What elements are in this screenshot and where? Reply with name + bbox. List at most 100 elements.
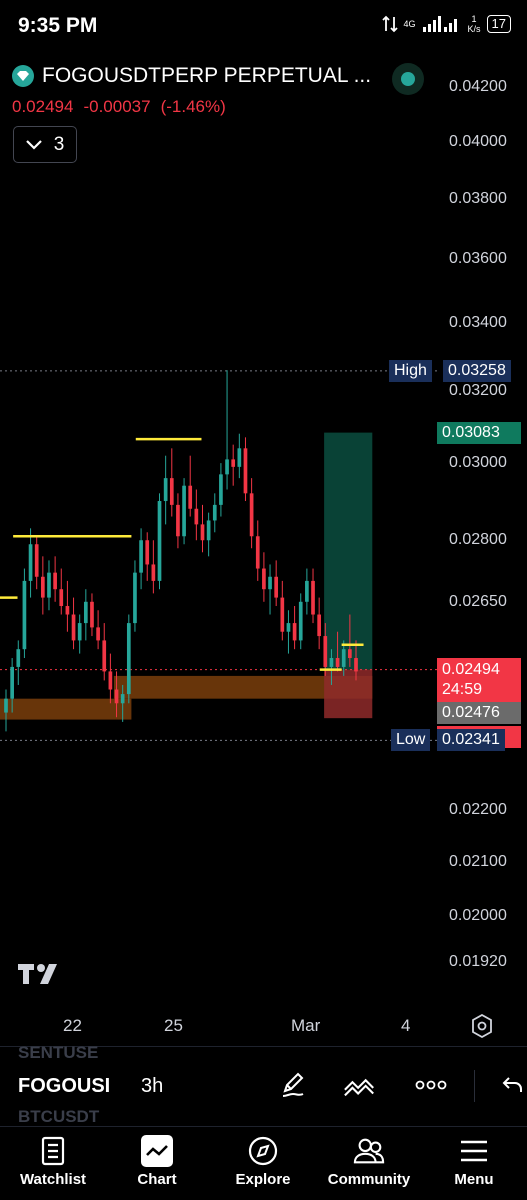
candle-body — [305, 580, 309, 602]
high-label-tag: High — [389, 359, 432, 382]
candle-body — [188, 485, 193, 509]
undo-button[interactable] — [496, 1068, 527, 1102]
price-tick: 0.02100 — [449, 852, 507, 870]
time-tick-22: 22 — [63, 1016, 82, 1035]
candle-body — [354, 658, 358, 672]
candle-body — [225, 459, 229, 475]
candle-body — [28, 544, 33, 581]
price-tick: 0.04200 — [449, 78, 507, 95]
entry-price-tag: 0.02476 — [437, 701, 521, 724]
nav-label-community: Community — [327, 1171, 411, 1188]
candle-body — [194, 508, 199, 525]
network-speed: 1 K/s — [467, 14, 481, 34]
candle-body — [157, 501, 162, 581]
candle-body — [163, 478, 168, 502]
zone-2 — [324, 432, 373, 670]
status-icons: 4G 1 K/s 17 — [381, 14, 511, 34]
candle-body — [292, 623, 297, 641]
interval-selector[interactable]: 3h — [141, 1075, 164, 1097]
candle-body — [311, 580, 315, 615]
zone-1 — [113, 675, 373, 699]
tradingview-logo-icon — [18, 964, 57, 984]
candle-body — [16, 649, 21, 667]
signal-icon — [422, 16, 457, 32]
nav-community[interactable]: Community — [319, 1135, 419, 1188]
time-tick-4: 4 — [401, 1016, 411, 1035]
nav-chart[interactable]: Chart — [107, 1135, 207, 1188]
indicators-button[interactable] — [343, 1068, 377, 1102]
candle-body — [145, 540, 150, 565]
candle-body — [348, 649, 352, 659]
community-icon — [353, 1135, 385, 1167]
nav-explore[interactable]: Explore — [213, 1135, 313, 1188]
bottom-nav: Watchlist Chart Explore Community Menu — [0, 1126, 527, 1200]
price-tick: 0.02800 — [449, 531, 507, 549]
network-type: 4G — [403, 19, 416, 29]
indicators-collapse-button[interactable]: 3 — [13, 126, 77, 163]
current-price-value: 0.02494 — [442, 660, 500, 678]
price-tick: 0.04000 — [449, 132, 507, 150]
target-price-tag: 0.03083 — [437, 421, 521, 444]
price-tick: 0.03800 — [449, 189, 507, 207]
more-options-button[interactable] — [414, 1068, 448, 1102]
indicators-icon — [344, 1078, 374, 1097]
price-tick: 0.02650 — [449, 592, 507, 610]
candle-body — [280, 597, 285, 632]
candle-body — [120, 694, 125, 704]
low-label-tag: Low — [391, 729, 431, 752]
market-status-icon[interactable] — [392, 63, 424, 95]
chart-settings-icon[interactable] — [470, 1014, 494, 1038]
symbol-header[interactable]: FOGOUSDTPERP PERPETUAL ... — [12, 64, 371, 88]
nav-watchlist[interactable]: Watchlist — [3, 1135, 103, 1188]
price-tick: 0.03400 — [449, 314, 507, 332]
prev-symbol-ghost: SENTUSE — [18, 1043, 99, 1062]
candle-body — [10, 666, 14, 699]
price-tick: 0.03200 — [449, 381, 507, 399]
more-icon — [415, 1080, 447, 1090]
candle-body — [255, 536, 260, 569]
candle-body — [231, 459, 236, 467]
symbol-selector[interactable]: FOGOUSI — [18, 1075, 111, 1097]
status-time: 9:35 PM — [18, 14, 98, 37]
candle-body — [151, 564, 156, 581]
nav-label-menu: Menu — [454, 1171, 494, 1188]
symbol-logo-icon — [12, 65, 34, 87]
undo-icon — [502, 1077, 522, 1092]
data-transfer-icon — [381, 15, 398, 33]
nav-menu[interactable]: Menu — [424, 1135, 524, 1188]
price-tick: 0.03000 — [449, 454, 507, 472]
time-tick-25: 25 — [164, 1016, 183, 1035]
candle-body — [4, 698, 8, 713]
candle-body — [71, 614, 76, 641]
chevron-down-icon — [25, 139, 42, 150]
high-price-tag: 0.03258 — [443, 359, 511, 382]
symbol-name: FOGOUSDTPERP PERPETUAL ... — [42, 64, 372, 87]
time-tick-mar: Mar — [291, 1016, 321, 1035]
status-bar: 9:35 PM 4G 1 K/s 17 — [0, 0, 527, 56]
nav-label-explore: Explore — [235, 1171, 291, 1188]
price-tick: 0.02000 — [449, 907, 507, 925]
drawing-tool-button[interactable] — [276, 1068, 310, 1102]
pencil-icon — [282, 1072, 304, 1097]
price-tick: 0.01920 — [449, 953, 507, 970]
last-price: 0.02494 — [12, 97, 74, 116]
candle-body — [262, 568, 266, 590]
candle-body — [22, 580, 27, 650]
candle-body — [90, 601, 94, 628]
candle-body — [126, 623, 131, 695]
nav-label-chart: Chart — [137, 1171, 177, 1188]
candle-body — [243, 448, 248, 494]
candle-body — [96, 627, 100, 641]
candle-body — [59, 589, 64, 607]
price-chart[interactable] — [0, 0, 440, 1010]
candle-body — [206, 520, 211, 541]
candle-body — [274, 576, 279, 598]
current-price-tag: 0.02494 24:59 — [437, 657, 521, 702]
next-symbol-ghost: BTCUSDT — [18, 1107, 100, 1126]
candle-body — [47, 572, 51, 598]
indicator-count: 3 — [53, 133, 65, 155]
candle-body — [268, 576, 272, 590]
toolbar-separator — [474, 1070, 475, 1102]
price-row: 0.02494 -0.00037 (-1.46%) — [12, 97, 226, 117]
menu-icon — [458, 1135, 490, 1167]
